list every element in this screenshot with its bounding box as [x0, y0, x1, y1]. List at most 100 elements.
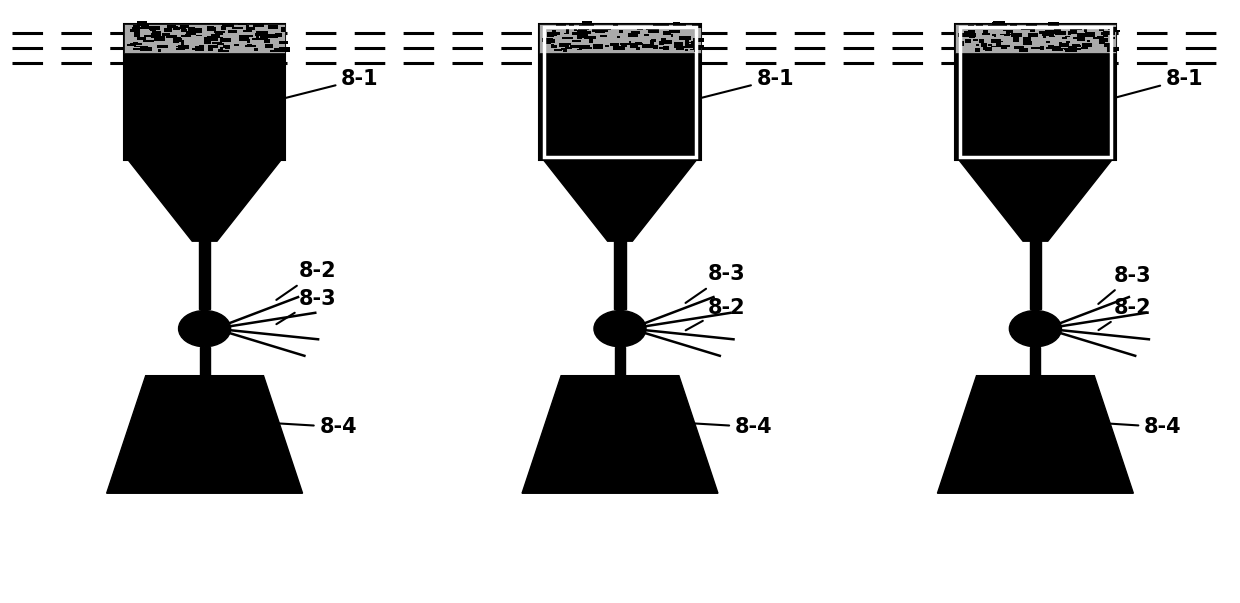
- Polygon shape: [582, 22, 591, 26]
- Polygon shape: [564, 33, 569, 34]
- Polygon shape: [1081, 47, 1087, 49]
- Text: 8-3: 8-3: [1099, 265, 1151, 304]
- Polygon shape: [195, 29, 197, 33]
- Polygon shape: [543, 38, 548, 42]
- Polygon shape: [986, 48, 992, 51]
- Polygon shape: [196, 34, 202, 36]
- Polygon shape: [1081, 43, 1086, 47]
- Polygon shape: [965, 39, 971, 43]
- Polygon shape: [260, 23, 264, 27]
- Polygon shape: [232, 27, 243, 29]
- Polygon shape: [973, 27, 978, 30]
- Polygon shape: [136, 21, 148, 26]
- Polygon shape: [223, 45, 228, 48]
- Polygon shape: [630, 45, 637, 48]
- Polygon shape: [1029, 25, 1035, 29]
- Polygon shape: [1028, 33, 1038, 37]
- Polygon shape: [668, 30, 680, 33]
- Polygon shape: [270, 49, 280, 52]
- Polygon shape: [157, 45, 167, 48]
- Polygon shape: [197, 46, 201, 48]
- Polygon shape: [1099, 40, 1105, 44]
- Polygon shape: [651, 39, 656, 42]
- Polygon shape: [982, 33, 990, 34]
- Polygon shape: [268, 25, 278, 29]
- Polygon shape: [1027, 24, 1033, 25]
- Polygon shape: [675, 42, 683, 46]
- Polygon shape: [661, 40, 672, 43]
- Polygon shape: [693, 45, 701, 50]
- Ellipse shape: [594, 311, 646, 347]
- Polygon shape: [645, 34, 650, 36]
- Polygon shape: [1061, 37, 1066, 39]
- Polygon shape: [601, 31, 604, 33]
- Polygon shape: [547, 32, 554, 37]
- Polygon shape: [1065, 36, 1070, 37]
- Polygon shape: [252, 39, 262, 40]
- Polygon shape: [1064, 27, 1074, 30]
- Polygon shape: [1078, 36, 1085, 41]
- Polygon shape: [255, 31, 268, 36]
- Polygon shape: [185, 34, 191, 37]
- Polygon shape: [572, 31, 580, 35]
- Polygon shape: [968, 30, 975, 33]
- Text: 8-4: 8-4: [656, 417, 773, 437]
- Polygon shape: [1065, 48, 1076, 51]
- Polygon shape: [181, 35, 188, 37]
- Polygon shape: [165, 28, 172, 32]
- Polygon shape: [649, 45, 657, 48]
- Polygon shape: [999, 34, 1012, 35]
- Polygon shape: [1107, 47, 1118, 51]
- Polygon shape: [207, 27, 216, 31]
- Polygon shape: [192, 48, 198, 50]
- Polygon shape: [553, 34, 557, 36]
- Polygon shape: [144, 36, 155, 37]
- Polygon shape: [578, 28, 588, 32]
- Polygon shape: [193, 28, 202, 33]
- Polygon shape: [1045, 47, 1054, 49]
- Polygon shape: [1048, 45, 1054, 49]
- Polygon shape: [1078, 33, 1084, 36]
- Polygon shape: [542, 38, 553, 42]
- Polygon shape: [547, 39, 554, 43]
- Polygon shape: [1104, 43, 1114, 47]
- Text: 8-4: 8-4: [241, 417, 357, 437]
- Polygon shape: [196, 46, 203, 51]
- Polygon shape: [1105, 32, 1115, 36]
- Polygon shape: [265, 34, 275, 38]
- Polygon shape: [1045, 31, 1049, 33]
- Polygon shape: [598, 27, 601, 31]
- Polygon shape: [1011, 33, 1022, 37]
- Polygon shape: [993, 21, 1006, 25]
- Polygon shape: [646, 27, 658, 31]
- Polygon shape: [563, 28, 572, 30]
- Polygon shape: [577, 31, 587, 33]
- Polygon shape: [640, 43, 644, 45]
- Polygon shape: [1068, 46, 1078, 49]
- Polygon shape: [569, 24, 574, 25]
- Polygon shape: [983, 46, 987, 50]
- Polygon shape: [621, 44, 627, 48]
- Polygon shape: [221, 47, 223, 49]
- Polygon shape: [166, 35, 177, 38]
- Polygon shape: [1071, 44, 1080, 46]
- Polygon shape: [1107, 49, 1117, 52]
- Polygon shape: [133, 42, 139, 44]
- Polygon shape: [133, 25, 140, 29]
- Polygon shape: [673, 22, 681, 27]
- Polygon shape: [968, 33, 975, 38]
- Polygon shape: [238, 24, 247, 25]
- Text: 8-1: 8-1: [248, 69, 378, 107]
- Polygon shape: [694, 50, 697, 52]
- Polygon shape: [255, 35, 259, 40]
- Polygon shape: [557, 23, 564, 25]
- Polygon shape: [1110, 30, 1120, 32]
- Polygon shape: [959, 41, 963, 46]
- Polygon shape: [627, 33, 639, 37]
- Polygon shape: [172, 25, 176, 28]
- Ellipse shape: [179, 311, 231, 347]
- Polygon shape: [174, 38, 182, 42]
- Text: 8-2: 8-2: [686, 297, 745, 330]
- Polygon shape: [671, 34, 673, 37]
- Polygon shape: [144, 40, 155, 42]
